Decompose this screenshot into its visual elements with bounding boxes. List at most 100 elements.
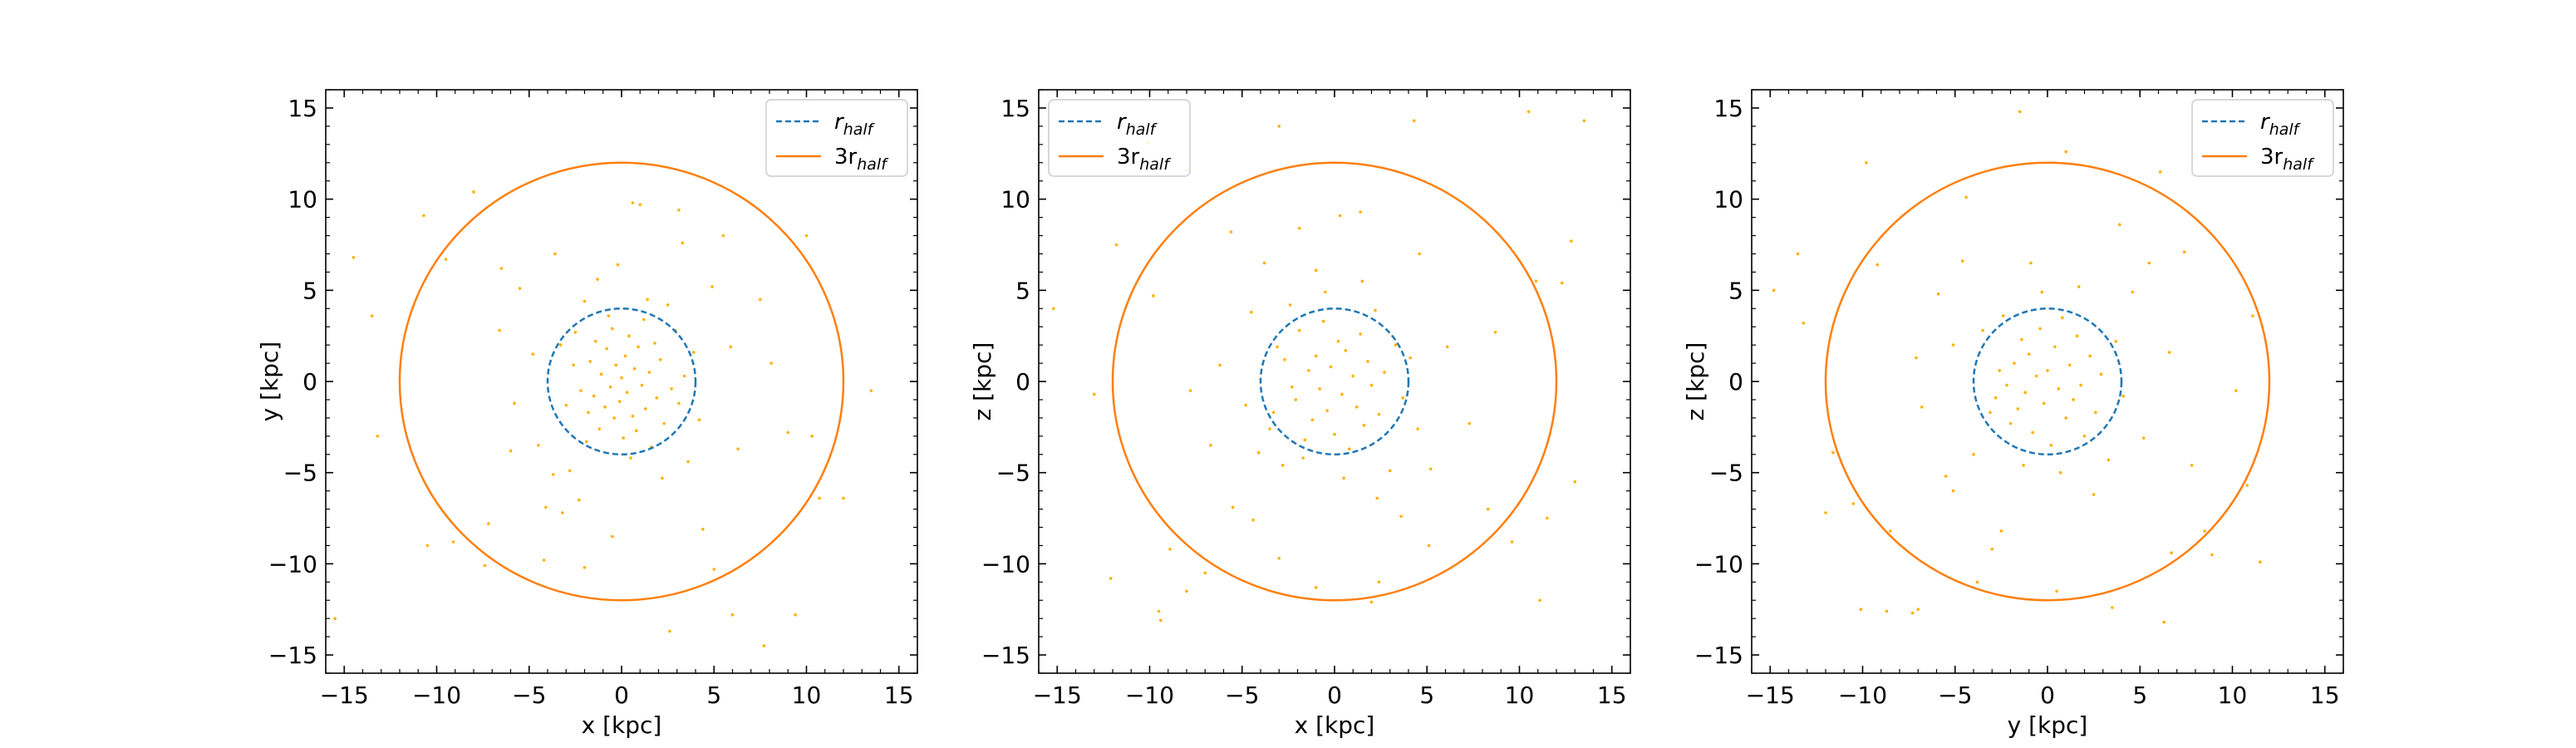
scatter-point xyxy=(596,278,599,281)
x-tick-label: −5 xyxy=(1938,682,1972,709)
scatter-point xyxy=(583,299,587,303)
scatter-point xyxy=(681,241,685,245)
scatter-point xyxy=(1573,480,1577,484)
scatter-point xyxy=(537,444,540,447)
scatter-point xyxy=(587,411,590,415)
scatter-point xyxy=(1315,354,1318,358)
scatter-point xyxy=(1824,511,1827,514)
scatter-point xyxy=(542,559,546,562)
scatter-point xyxy=(638,203,642,206)
scatter-point xyxy=(647,371,651,374)
scatter-point xyxy=(1401,396,1405,400)
legend-label-subscript: half xyxy=(857,155,889,174)
x-tick-label: 15 xyxy=(884,682,914,709)
scatter-point xyxy=(578,498,581,502)
scatter-point xyxy=(1315,586,1318,589)
scatter-point xyxy=(2077,285,2081,288)
scatter-point xyxy=(583,566,587,569)
scatter-point xyxy=(1375,496,1379,500)
scatter-point xyxy=(1338,214,1342,218)
x-tick-label: 15 xyxy=(2310,682,2340,709)
legend-label-subscript: half xyxy=(843,121,876,139)
scatter-point xyxy=(2092,493,2096,496)
scatter-point xyxy=(625,391,629,395)
x-tick-label: 0 xyxy=(1327,682,1342,709)
scatter-point xyxy=(2005,383,2008,387)
scatter-point xyxy=(1534,279,1538,283)
scatter-point xyxy=(1889,529,1892,533)
scatter-point xyxy=(1366,360,1369,363)
scatter-points xyxy=(333,190,873,647)
scatter-point xyxy=(2072,398,2075,401)
x-axis-label: x [kpc] xyxy=(582,711,662,739)
scatter-point xyxy=(1271,411,1276,415)
scatter-point xyxy=(1301,456,1305,460)
scatter-point xyxy=(2001,314,2005,317)
scatter-point xyxy=(1321,319,1325,323)
scatter-point xyxy=(1277,125,1281,128)
scatter-point xyxy=(736,447,740,450)
legend-label-subscript: half xyxy=(2283,155,2315,174)
x-tick-label: 5 xyxy=(1419,682,1434,709)
scatter-point xyxy=(1570,239,1573,243)
scatter-point xyxy=(568,469,572,473)
subplot-xz: −15 −10 −5 0 5 10 15 −15 −10 −5 0 5 10 15 x [kpc] z [kp… xyxy=(969,89,1631,739)
scatter-point xyxy=(1360,279,1364,283)
scatter-point xyxy=(1427,544,1431,548)
scatter-point xyxy=(1231,505,1235,509)
scatter-point xyxy=(712,568,716,571)
scatter-point xyxy=(2029,261,2033,265)
scatter-point xyxy=(697,418,701,421)
scatter-point xyxy=(551,473,555,476)
scatter-point xyxy=(1859,608,1863,611)
scatter-point xyxy=(1993,396,1998,400)
scatter-point xyxy=(2111,606,2114,609)
scatter-point xyxy=(677,209,681,212)
scatter-point xyxy=(1964,195,1968,199)
scatter-point xyxy=(2040,290,2044,294)
scatter-point xyxy=(1325,409,1329,412)
scatter-point xyxy=(661,476,664,480)
scatter-point xyxy=(804,234,809,238)
scatter-point xyxy=(2088,354,2092,358)
scatter-point xyxy=(579,389,583,392)
scatter-point xyxy=(1283,357,1286,362)
scatter-point xyxy=(607,314,611,317)
legend-entry-3r-half-label: 3rhalf xyxy=(834,145,889,174)
scatter-point xyxy=(631,201,635,204)
scatter-point xyxy=(1486,507,1490,511)
scatter-point xyxy=(1359,332,1362,336)
scatter-point xyxy=(622,436,625,440)
scatter-point xyxy=(2057,387,2061,391)
scatter-point xyxy=(2020,337,2023,342)
scatter-point xyxy=(351,256,356,259)
scatter-point xyxy=(1362,423,1366,427)
scatter-point xyxy=(1114,243,1118,247)
scatter-point xyxy=(623,354,627,358)
scatter-point xyxy=(721,234,725,238)
legend-label-subscript: half xyxy=(2269,121,2302,139)
scatter-point xyxy=(1467,421,1472,426)
y-tick-label: 0 xyxy=(1015,368,1030,396)
scatter-point xyxy=(1159,618,1163,623)
scatter-point xyxy=(1268,427,1271,431)
y-tick-label: 5 xyxy=(1728,277,1743,304)
scatter-point xyxy=(2182,250,2186,254)
scatter-point xyxy=(2099,372,2103,376)
scatter-point xyxy=(2094,411,2097,415)
scatter-point xyxy=(653,342,656,345)
scatter-point xyxy=(662,421,666,426)
scatter-point xyxy=(499,267,504,270)
legend-label-base: 3r xyxy=(1117,145,1140,170)
scatter-point xyxy=(2022,464,2025,467)
scatter-point xyxy=(1408,356,1412,360)
scatter-point xyxy=(1354,405,1359,409)
scatter-point xyxy=(2259,560,2262,563)
scatter-point xyxy=(1972,453,1975,456)
legend-entry-r-half-label: rhalf xyxy=(834,110,876,139)
scatter-point xyxy=(1348,447,1351,450)
scatter-point xyxy=(2067,363,2072,367)
legend-label-base: r xyxy=(2260,110,2271,135)
